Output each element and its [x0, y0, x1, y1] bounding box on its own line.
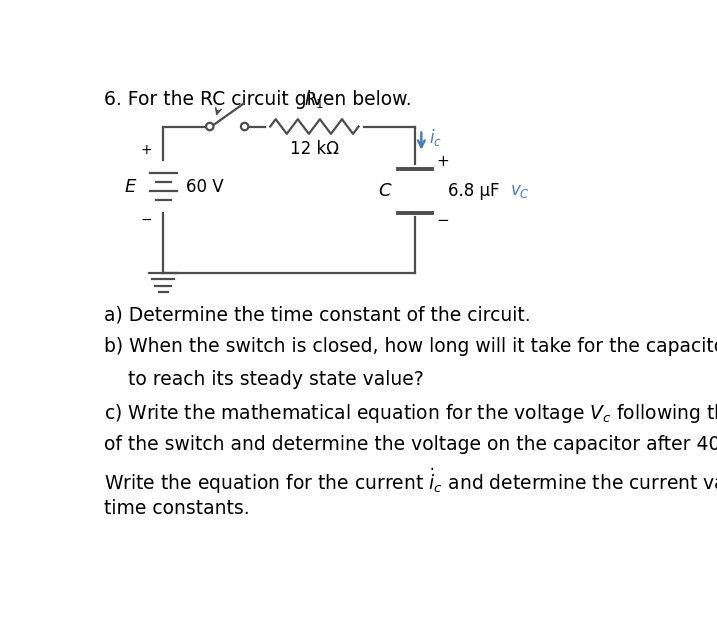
- Text: 60 V: 60 V: [186, 177, 224, 195]
- Text: $E$: $E$: [124, 177, 138, 195]
- Text: a) Determine the time constant of the circuit.: a) Determine the time constant of the ci…: [103, 305, 530, 324]
- Text: +: +: [437, 154, 450, 169]
- Text: 6. For the RC circuit given below.: 6. For the RC circuit given below.: [103, 90, 412, 109]
- Text: $C$: $C$: [379, 182, 393, 200]
- Text: of the switch and determine the voltage on the capacitor after 40ms. d): of the switch and determine the voltage …: [103, 434, 717, 454]
- Text: −: −: [141, 213, 152, 227]
- Text: b) When the switch is closed, how long will it take for the capacitor voltage: b) When the switch is closed, how long w…: [103, 337, 717, 357]
- Text: time constants.: time constants.: [103, 499, 250, 519]
- Text: Write the equation for the current $\dot{i}_c$ and determine the current value  : Write the equation for the current $\dot…: [103, 467, 717, 496]
- Text: −: −: [437, 213, 450, 228]
- Circle shape: [206, 123, 214, 130]
- Text: +: +: [141, 143, 152, 158]
- Text: $i_c$: $i_c$: [429, 127, 442, 148]
- Text: $v_C$: $v_C$: [510, 182, 530, 200]
- Text: 12 kΩ: 12 kΩ: [290, 140, 339, 158]
- Text: c) Write the mathematical equation for the voltage $V_c$ following the closing: c) Write the mathematical equation for t…: [103, 402, 717, 425]
- Circle shape: [241, 123, 248, 130]
- Text: 6.8 μF: 6.8 μF: [447, 182, 505, 200]
- Text: to reach its steady state value?: to reach its steady state value?: [103, 370, 423, 389]
- Text: $R_1$: $R_1$: [305, 90, 324, 109]
